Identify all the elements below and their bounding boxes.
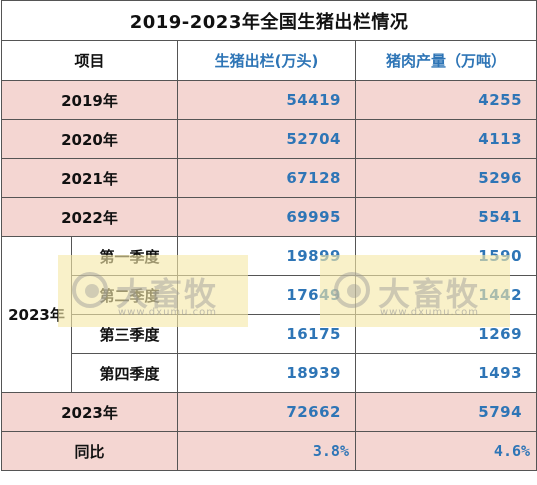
table-row: 2020年 52704 4113 — [1, 119, 537, 159]
header-pig-output: 生猪出栏(万头) — [177, 40, 356, 81]
total-label: 2023年 — [1, 392, 178, 432]
quarter-label: 第二季度 — [71, 275, 178, 315]
table-row: 第二季度 17649 1442 — [2, 275, 537, 315]
table-row: 2021年 67128 5296 — [1, 158, 537, 198]
table-row-yoy: 同比 3.8% 4.6% — [1, 431, 537, 471]
pork-value: 1493 — [354, 353, 537, 393]
pig-output-value: 19899 — [177, 236, 356, 276]
pig-output-value: 16175 — [177, 314, 356, 354]
quarter-label: 第四季度 — [71, 353, 178, 393]
pig-output-value: 69995 — [177, 197, 356, 237]
table-title: 2019-2023年全国生猪出栏情况 — [0, 0, 537, 41]
pig-output-value: 52704 — [177, 119, 356, 159]
pig-output-value: 67128 — [177, 158, 356, 198]
pig-output-table: 2019-2023年全国生猪出栏情况 项目 生猪出栏(万头) 猪肉产量（万吨） … — [0, 0, 537, 471]
pig-output-yoy: 3.8% — [177, 431, 356, 471]
quarter-label: 第一季度 — [71, 236, 178, 276]
pork-value: 4255 — [354, 80, 537, 120]
pork-value: 1269 — [354, 314, 537, 354]
pork-value: 5541 — [354, 197, 537, 237]
table-row: 2019年 54419 4255 — [1, 80, 537, 120]
year-label: 2020年 — [1, 119, 178, 159]
year-label: 2019年 — [1, 80, 178, 120]
table-row: 2023年 第一季度 19899 1590 — [1, 236, 537, 393]
pork-value: 4113 — [354, 119, 537, 159]
year-label: 2021年 — [1, 158, 178, 198]
table-row-total-2023: 2023年 72662 5794 — [1, 392, 537, 432]
header-pork-production: 猪肉产量（万吨） — [354, 40, 537, 81]
table-row: 第四季度 18939 1493 — [2, 353, 537, 393]
header-row: 项目 生猪出栏(万头) 猪肉产量（万吨） — [1, 40, 537, 81]
pork-value: 1442 — [354, 275, 537, 315]
table-row: 2022年 69995 5541 — [1, 197, 537, 237]
table-row: 第三季度 16175 1269 — [2, 314, 537, 354]
pig-output-value: 54419 — [177, 80, 356, 120]
yoy-label: 同比 — [1, 431, 178, 471]
pork-value: 5296 — [354, 158, 537, 198]
header-item: 项目 — [1, 40, 178, 81]
pork-value: 1590 — [354, 236, 537, 276]
quarter-label: 第三季度 — [71, 314, 178, 354]
pork-yoy: 4.6% — [354, 431, 537, 471]
year-2023-label: 2023年 — [1, 236, 72, 393]
pork-value: 5794 — [354, 392, 537, 432]
year-label: 2022年 — [1, 197, 178, 237]
pig-output-value: 17649 — [177, 275, 356, 315]
pig-output-value: 72662 — [177, 392, 356, 432]
pig-output-value: 18939 — [177, 353, 356, 393]
